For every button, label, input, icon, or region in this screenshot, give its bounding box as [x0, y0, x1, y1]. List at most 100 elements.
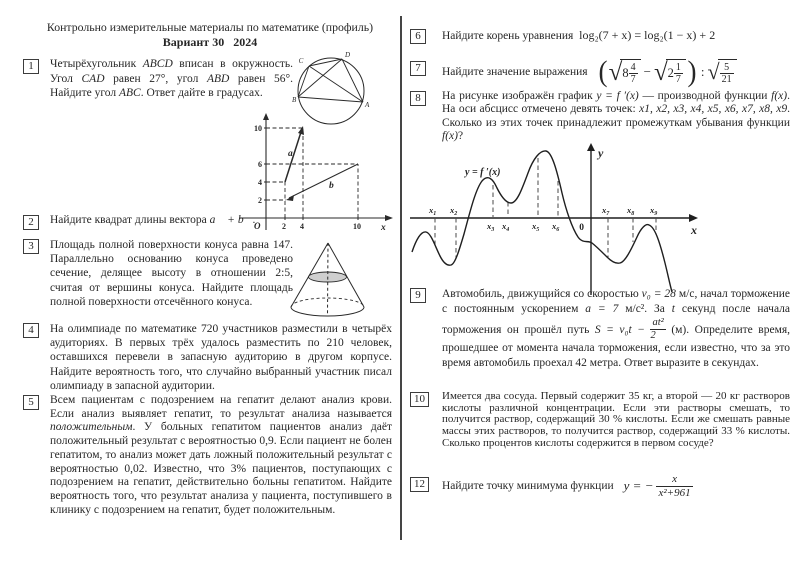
p12-label: Найдите точку минимума функции: [442, 480, 614, 492]
p8-derivative-expr: y = f ′(x): [596, 90, 639, 102]
p12-function: y = − x x²+961: [624, 473, 693, 499]
p1-cad: CAD: [81, 72, 105, 85]
y-tick-4: 4: [258, 178, 262, 187]
label-x8: x8: [626, 205, 634, 217]
vector-a-label: a⃗: [288, 149, 300, 159]
graph-origin-label: 0: [579, 223, 584, 233]
p7-m2-num: 1: [673, 61, 683, 74]
y-axis-arrow: [263, 113, 269, 120]
graph-y-label: y: [596, 146, 604, 160]
p8-fx-2: f(x): [442, 130, 458, 143]
problem-3-number: 3: [23, 239, 39, 254]
p9-seg4: секунд после начала торможения он прошёл…: [442, 303, 790, 337]
p9-t: t: [671, 303, 675, 315]
circle-outline: [297, 57, 365, 125]
vector-b-arrow: [286, 195, 294, 201]
p8-seg4: . Сколько из этих точек принадлежит пром…: [442, 103, 790, 129]
graph-x-label: x: [690, 223, 697, 237]
p1-seg2: вписан в окружность. Угол: [50, 58, 294, 85]
circle-figure: C D B A: [292, 51, 370, 125]
problem-2-text: Найдите квадрат длины вектора a⃗ + b⃗.: [50, 214, 310, 226]
problem-10-number: 10: [410, 392, 429, 407]
p7-minus: −: [643, 64, 651, 79]
p7-radical-1: √ 8 4 7: [608, 58, 641, 86]
p7-radical-3: √ 5 21: [707, 58, 737, 85]
p7-colon: :: [700, 64, 705, 79]
p2-vector-expression: a⃗ + b⃗: [209, 214, 253, 226]
problem-6-text: Найдите корень уравнения log₂(7 + x) = l…: [442, 28, 715, 43]
p5-italic-word: положительным: [50, 421, 133, 434]
p7-m1-num: 4: [628, 61, 638, 74]
circle-label-c: C: [299, 57, 304, 65]
label-x9: x9: [649, 205, 657, 217]
cone-figure: [290, 242, 365, 317]
p9-seg3: м/с². За: [618, 303, 672, 315]
y-tick-10: 10: [254, 124, 262, 133]
problem-4-text: На олимпиаде по математике 720 участнико…: [50, 323, 392, 392]
p7-f-den: 21: [721, 74, 732, 85]
vector-b: [288, 163, 359, 199]
p1-abc: ABC: [118, 87, 141, 100]
label-x3: x3: [486, 221, 494, 233]
x-tick-4: 4: [300, 222, 304, 231]
p8-seg5: ?: [457, 130, 464, 143]
label-x5: x5: [531, 221, 539, 233]
circle-label-a: A: [364, 101, 370, 109]
p8-seg2: — производной функции: [638, 90, 772, 102]
graph-axes: [410, 149, 690, 295]
p6-label: Найдите корень уравнения: [442, 30, 574, 42]
sqrt-sign-2: √: [653, 58, 668, 86]
p5-seg1: Всем пациентам с подозрением на гепатит …: [50, 394, 392, 420]
label-x2: x2: [449, 205, 457, 217]
problem-1-number: 1: [23, 59, 39, 74]
p8-seg3: . На оси абсцисс отмечено девять точек:: [442, 90, 790, 116]
sqrt-sign-3: √: [707, 59, 720, 84]
y-tick-6: 6: [258, 160, 262, 169]
p5-seg2: . У больных гепатитом пациентов анализ д…: [50, 421, 392, 516]
problem-9-number: 9: [410, 288, 426, 303]
p9-seg1: Автомобиль, движущийся со скоростью: [442, 288, 642, 300]
problem-12-text: Найдите точку минимума функции y = − x x²+…: [442, 472, 693, 500]
p8-seg1: На рисунке изображён график: [442, 90, 597, 102]
guide-dashes: [266, 127, 359, 218]
problem-10-text: Имеется два сосуда. Первый содержит 35 к…: [442, 390, 790, 449]
label-x6: x6: [551, 221, 559, 233]
label-x7: x7: [601, 205, 610, 217]
problem-6-number: 6: [410, 29, 426, 44]
p1-seg5: . Ответ дайте в градусах.: [140, 87, 263, 100]
p1-seg1: Четырёхугольник: [50, 58, 143, 70]
p7-open-paren: (: [598, 55, 608, 88]
p7-close-paren: ): [687, 55, 697, 88]
p8-points-list: x1, x2, x3, x4, x5, x6, x7, x8, x9: [639, 103, 788, 116]
p7-m1-den: 7: [630, 74, 636, 85]
problem-2-number: 2: [23, 215, 39, 230]
vectors-figure: a⃗ b⃗ O x 2 4 10 2 4 6 10: [240, 113, 393, 233]
cone-axis: [327, 242, 329, 316]
x-tick-2: 2: [282, 222, 286, 231]
point-dashes: [434, 158, 657, 259]
problem-9-text: Автомобиль, движущийся со скоростью v₀ =…: [442, 287, 790, 371]
x-axis-arrow: [385, 215, 393, 221]
point-labels: x1 x2 x3 x4 x5 x6 x7 x8 x9: [428, 205, 657, 233]
vector-a-arrow: [298, 126, 304, 135]
p1-seg3: равен 27°, угол: [104, 72, 207, 85]
p9-s-equation: S = v₀t − at² 2: [594, 317, 666, 341]
p1-seg4: равен 56°. Найдите угол: [50, 72, 293, 100]
variant-subtitle: Вариант 30 2024: [162, 35, 258, 49]
p7-m2-whole: 2: [667, 66, 674, 80]
sqrt-sign-1: √: [608, 58, 623, 86]
p9-units: (м).: [665, 324, 690, 337]
p8-fx-1: f(x): [771, 90, 788, 102]
tick-marks: [264, 127, 359, 220]
derivative-graph-figure: y = f ′(x) y x 0 x1 x2 x3 x4 x5 x6 x7 x8…: [410, 143, 698, 295]
p7-label: Найдите значение выражения: [442, 66, 588, 78]
p2-label: Найдите квадрат длины вектора: [50, 214, 210, 226]
base-front-arc: [290, 306, 365, 317]
cone-right-side: [327, 242, 365, 308]
inscribed-quadrilateral: [297, 58, 364, 103]
circle-label-d: D: [344, 51, 350, 59]
vector-b-label: b⃗: [329, 181, 341, 191]
p12-frac-num: x: [656, 473, 693, 487]
problem-8-number: 8: [410, 91, 426, 106]
